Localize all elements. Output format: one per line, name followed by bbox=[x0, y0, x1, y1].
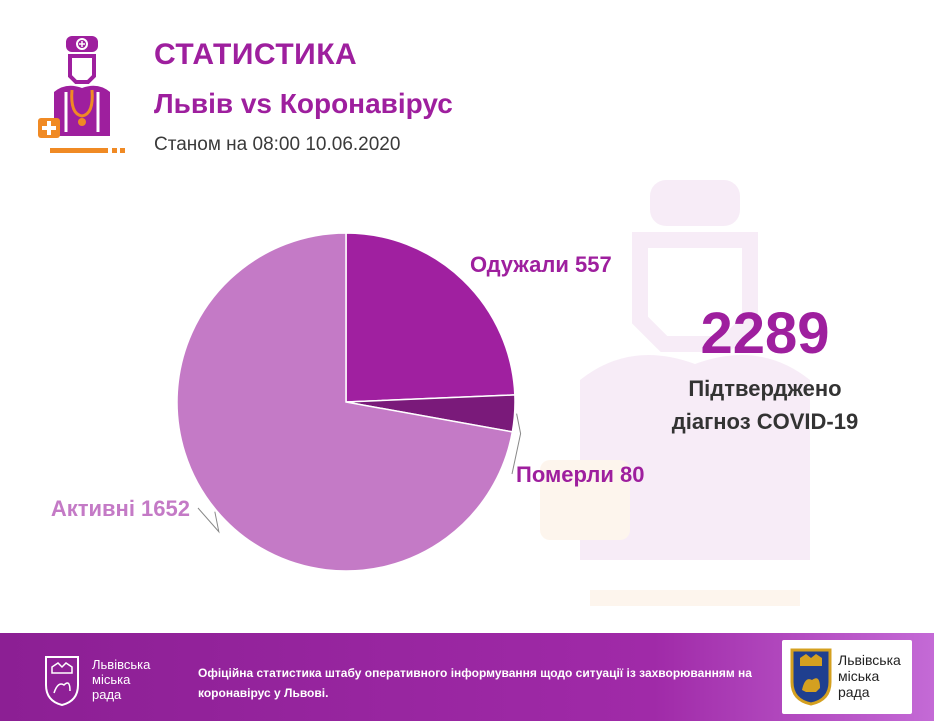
footer: Львівська міська рада Офіційна статистик… bbox=[0, 633, 934, 721]
city-council-badge: Львівська міська рада bbox=[782, 640, 912, 714]
city-coat-of-arms-icon bbox=[45, 656, 79, 707]
slice-label: Одужали 557 bbox=[470, 252, 612, 277]
city-coat-of-arms-color-icon bbox=[790, 648, 832, 706]
city-council-badge-label: Львівська міська рада bbox=[838, 652, 901, 700]
city-council-line2: міська bbox=[92, 672, 131, 687]
city-council-line1: Львівська bbox=[92, 657, 151, 672]
city-council-line3: рада bbox=[92, 687, 122, 702]
page-title: СТАТИСТИКА bbox=[154, 38, 358, 71]
footer-description: Офіційна статистика штабу оперативного і… bbox=[198, 666, 752, 700]
slice-label: Померли 80 bbox=[516, 462, 644, 487]
doctor-icon bbox=[38, 36, 125, 153]
badge-line3: рада bbox=[838, 684, 870, 700]
total-label-line2: діагноз COVID-19 bbox=[671, 409, 859, 434]
badge-line1: Львівська bbox=[838, 652, 901, 668]
pie-slice bbox=[176, 232, 514, 572]
total-label-line1: Підтверджено bbox=[688, 376, 842, 401]
leader-line bbox=[197, 507, 220, 534]
slice-label: Активні 1652 bbox=[51, 496, 190, 521]
total-confirmed-value: 2289 bbox=[700, 301, 830, 366]
doctor-watermark-icon bbox=[540, 180, 810, 606]
total-confirmed-label: Підтверджено діагноз COVID-19 bbox=[640, 372, 890, 438]
pie-chart: Одужали 557 Померли 80 Активні 1652 bbox=[51, 232, 644, 572]
page-subtitle: Львів vs Коронавірус bbox=[154, 88, 453, 119]
city-council-label: Львівська міська рада bbox=[92, 657, 150, 702]
pie-slice bbox=[345, 232, 516, 403]
leader-line bbox=[511, 413, 522, 475]
as-of-date: Станом на 08:00 10.06.2020 bbox=[154, 134, 401, 155]
footer-background bbox=[0, 633, 934, 721]
badge-line2: міська bbox=[838, 668, 880, 684]
